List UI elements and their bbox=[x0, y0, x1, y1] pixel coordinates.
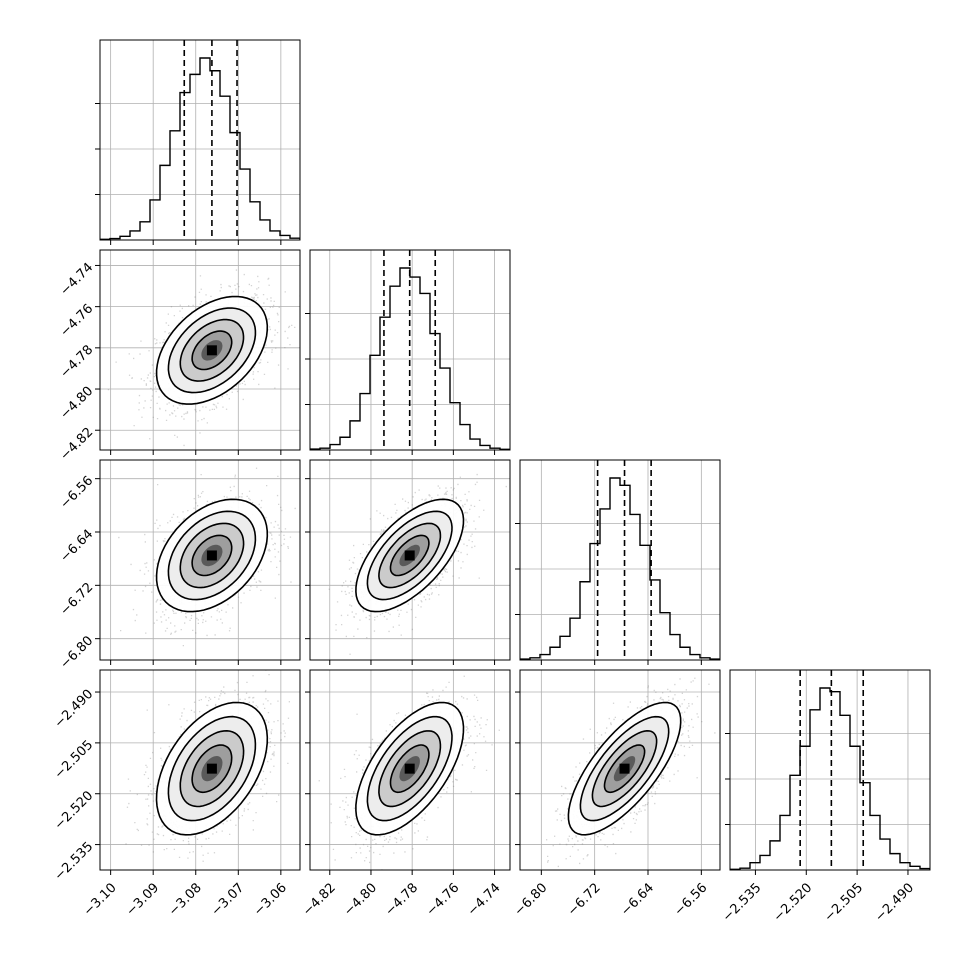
y-tick-label: −2.520 bbox=[52, 788, 97, 833]
density-contour bbox=[603, 744, 646, 794]
marginal-histogram-2 bbox=[520, 477, 720, 660]
density-peak bbox=[404, 550, 415, 561]
x-tick-label: −3.08 bbox=[166, 880, 205, 919]
density-contour bbox=[179, 729, 245, 808]
y-tick-label: −4.78 bbox=[58, 343, 97, 382]
density-contour bbox=[179, 522, 245, 589]
marginal-panel-0 bbox=[95, 39, 301, 241]
y-tick-label: −6.80 bbox=[58, 633, 97, 672]
x-tick-label: −6.80 bbox=[512, 880, 551, 919]
scatter-panel-0-3 bbox=[99, 669, 301, 871]
scatter-panel-0-2 bbox=[99, 459, 301, 661]
scatter-panel-2-3 bbox=[519, 669, 721, 871]
density-contour bbox=[366, 510, 453, 601]
marginal-panel-1 bbox=[305, 249, 511, 451]
x-tick-label: −4.80 bbox=[341, 880, 380, 919]
density-contour bbox=[579, 715, 670, 822]
density-contour bbox=[366, 715, 453, 822]
density-contour bbox=[155, 498, 269, 613]
panel-frame bbox=[99, 249, 301, 451]
panel-frame bbox=[99, 39, 301, 241]
density-contour bbox=[167, 510, 257, 601]
density-contour bbox=[591, 729, 658, 808]
x-tick-label: −3.06 bbox=[251, 880, 290, 919]
x-tick-label: −3.10 bbox=[81, 880, 120, 919]
y-tick-label: −4.80 bbox=[58, 384, 97, 423]
density-contour bbox=[389, 534, 430, 577]
y-tick-label: −4.82 bbox=[58, 425, 97, 464]
y-tick-label: −4.76 bbox=[58, 301, 97, 340]
density-contour bbox=[191, 534, 233, 577]
marginal-panel-3 bbox=[725, 669, 931, 871]
marginal-histogram-3 bbox=[730, 687, 930, 870]
density-contour bbox=[191, 744, 233, 794]
density-contour bbox=[378, 522, 442, 589]
density-peak bbox=[619, 763, 630, 774]
scatter-panel-1-3 bbox=[309, 669, 511, 871]
density-contour bbox=[355, 498, 465, 613]
scatter-panel-0-1 bbox=[99, 249, 301, 451]
panel-frame bbox=[309, 669, 511, 871]
y-tick-label: −6.72 bbox=[58, 580, 97, 619]
panel-frame bbox=[99, 669, 301, 871]
density-peak bbox=[206, 345, 217, 356]
x-tick-label: −2.520 bbox=[771, 880, 816, 925]
density-contour bbox=[378, 730, 442, 808]
y-tick-label: −4.74 bbox=[58, 260, 97, 299]
density-peak bbox=[206, 550, 217, 561]
density-contour bbox=[179, 318, 245, 382]
x-tick-label: −4.82 bbox=[300, 880, 339, 919]
x-tick-label: −4.74 bbox=[465, 880, 504, 919]
x-tick-label: −3.07 bbox=[209, 880, 248, 919]
x-tick-label: −6.64 bbox=[618, 880, 657, 919]
density-contour bbox=[167, 715, 257, 822]
x-tick-label: −4.78 bbox=[382, 880, 421, 919]
density-contour bbox=[155, 701, 269, 836]
panel-frame bbox=[729, 669, 931, 871]
x-tick-label: −2.535 bbox=[720, 880, 765, 925]
x-tick-label: −2.505 bbox=[822, 880, 867, 925]
x-tick-label: −6.56 bbox=[672, 880, 711, 919]
density-contour bbox=[389, 744, 430, 794]
density-peak bbox=[404, 763, 415, 774]
density-contour bbox=[191, 330, 233, 371]
x-tick-label: −3.09 bbox=[123, 880, 162, 919]
y-tick-label: −6.56 bbox=[58, 473, 97, 512]
x-tick-label: −2.490 bbox=[872, 880, 917, 925]
marginal-panel-2 bbox=[515, 459, 721, 661]
y-tick-label: −2.535 bbox=[52, 839, 97, 884]
panel-frame bbox=[309, 459, 511, 661]
density-contour bbox=[155, 295, 269, 405]
y-tick-label: −6.64 bbox=[58, 527, 97, 566]
y-tick-label: −2.505 bbox=[52, 738, 97, 783]
x-tick-label: −6.72 bbox=[565, 880, 604, 919]
y-tick-label: −2.490 bbox=[52, 687, 97, 732]
panel-frame bbox=[519, 459, 721, 661]
scatter-panel-1-2 bbox=[309, 459, 511, 661]
x-tick-label: −4.76 bbox=[424, 880, 463, 919]
density-contour bbox=[567, 701, 682, 836]
density-contour bbox=[355, 701, 465, 836]
marginal-histogram-0 bbox=[100, 57, 300, 240]
density-contour bbox=[167, 307, 257, 394]
density-peak bbox=[206, 763, 217, 774]
panel-frame bbox=[309, 249, 511, 451]
panel-frame bbox=[99, 459, 301, 661]
panel-frame bbox=[519, 669, 721, 871]
